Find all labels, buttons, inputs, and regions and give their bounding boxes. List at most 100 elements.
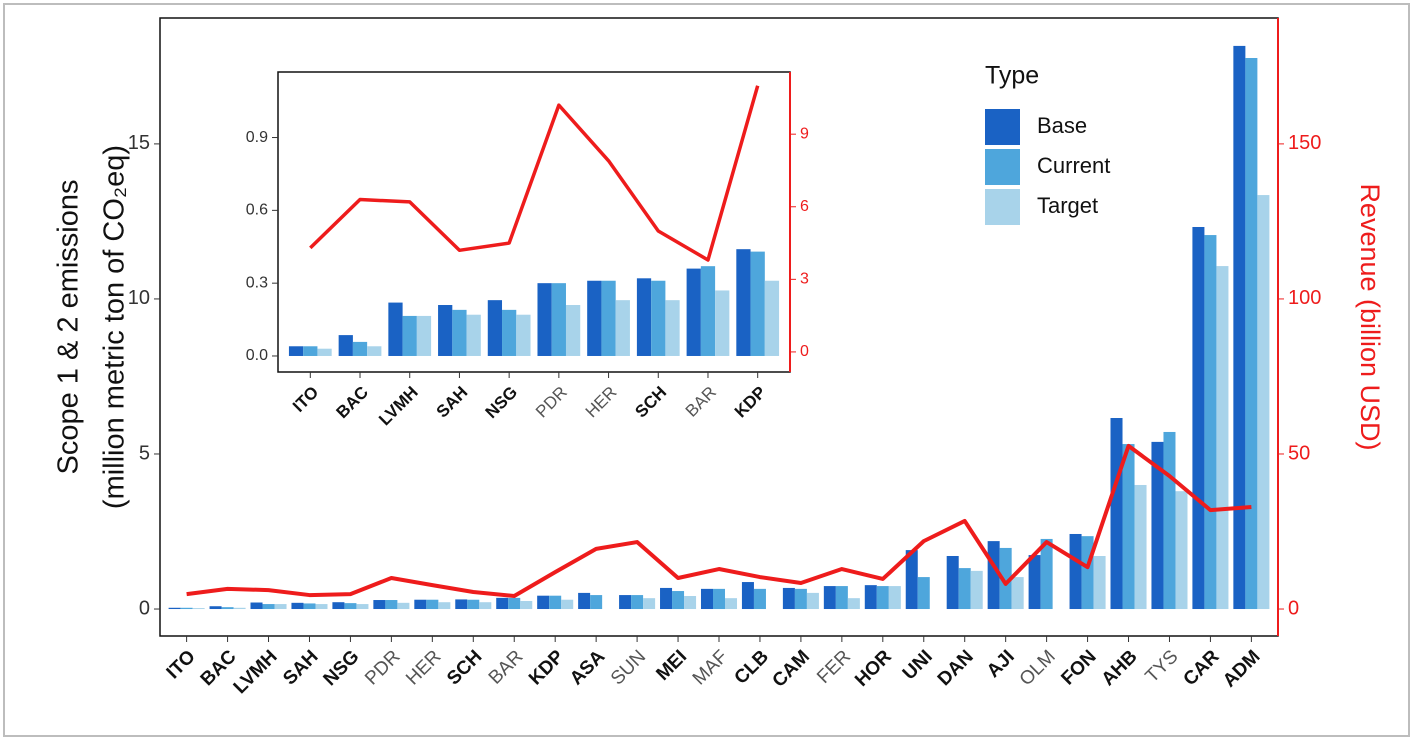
bar (352, 341, 368, 356)
bar (414, 599, 427, 610)
bar (1192, 226, 1205, 610)
bar (578, 592, 591, 610)
bar (823, 586, 836, 610)
bar (288, 346, 304, 356)
bar (565, 305, 581, 356)
bar (1175, 491, 1188, 610)
bar (651, 280, 666, 356)
y2-tick-label: 0 (800, 343, 809, 360)
bar (700, 266, 716, 356)
bar (452, 309, 467, 356)
bar (1110, 418, 1123, 610)
bar (847, 598, 860, 610)
y-tick-label: 0 (139, 597, 150, 619)
y2-tick-label: 50 (1288, 442, 1310, 464)
bar (274, 604, 287, 610)
bar (317, 348, 332, 356)
y2-axis-title: Revenue (billion USD) (1355, 183, 1385, 450)
y2-tick-label: 100 (1288, 287, 1321, 309)
bar (1093, 555, 1106, 610)
bar (665, 300, 680, 356)
bar (970, 570, 983, 610)
bar (999, 547, 1012, 610)
bar (168, 607, 181, 610)
legend-swatch (985, 189, 1020, 225)
bar (332, 602, 345, 610)
bar (508, 597, 521, 610)
legend-title: Type (985, 62, 1039, 90)
bar (233, 607, 246, 610)
bar (736, 249, 751, 356)
bar (835, 586, 848, 610)
bar (416, 315, 432, 356)
bar (1163, 431, 1176, 610)
bar (520, 600, 533, 610)
legend-label: Target (1037, 193, 1098, 218)
bar (221, 607, 234, 610)
bar (741, 582, 754, 610)
bar (487, 300, 503, 356)
bar (725, 598, 738, 610)
bar (209, 606, 222, 610)
bar (1122, 444, 1135, 610)
bar (1134, 484, 1147, 610)
bar (180, 607, 193, 610)
bar (338, 335, 353, 356)
bar (946, 555, 959, 610)
bar (601, 280, 616, 356)
bar (750, 251, 765, 356)
legend-label: Current (1037, 153, 1110, 178)
y2-tick-label: 150 (1288, 132, 1321, 154)
bar (344, 603, 357, 610)
bar (303, 346, 318, 356)
bar (385, 600, 398, 610)
bar (864, 585, 877, 610)
y2-tick-label: 3 (800, 271, 809, 288)
bar (466, 314, 481, 356)
bar (876, 586, 889, 610)
bar (794, 588, 807, 610)
bar (516, 314, 531, 356)
y-tick-label: 10 (128, 287, 150, 309)
y2-tick-label: 6 (800, 198, 809, 215)
bar (537, 595, 550, 610)
bar (615, 300, 630, 356)
bar (660, 587, 673, 610)
y-tick-label: 0.6 (246, 202, 268, 219)
bar (551, 283, 566, 356)
bar (619, 595, 632, 610)
bar (888, 586, 901, 610)
legend-swatch (985, 109, 1020, 145)
legend-label: Base (1037, 113, 1087, 138)
bar (1040, 538, 1053, 610)
bar (356, 604, 369, 610)
bar (1216, 266, 1229, 610)
bar (686, 268, 701, 356)
bar (764, 280, 780, 356)
bar (537, 283, 552, 356)
bar (958, 568, 971, 610)
revenue-line (186, 443, 1252, 598)
bar (315, 604, 328, 610)
legend-swatch (985, 149, 1020, 185)
bar (496, 597, 509, 610)
bar (549, 595, 562, 610)
bar (753, 588, 766, 610)
y-tick-label: 15 (128, 132, 150, 154)
y-axis-title: Scope 1 & 2 emissions (53, 180, 85, 475)
bar (291, 602, 304, 610)
bar (303, 603, 316, 610)
bar (636, 278, 652, 356)
revenue-line (309, 85, 760, 262)
bar (455, 599, 468, 610)
bar (502, 309, 517, 356)
bar (397, 602, 410, 610)
y-axis-title: (million metric ton of CO₂eq) (99, 145, 131, 509)
bar (905, 550, 918, 610)
bar (1011, 577, 1024, 610)
bar (643, 598, 656, 610)
bar (631, 595, 644, 610)
y-tick-label: 0.0 (246, 347, 268, 364)
bar (712, 588, 726, 610)
